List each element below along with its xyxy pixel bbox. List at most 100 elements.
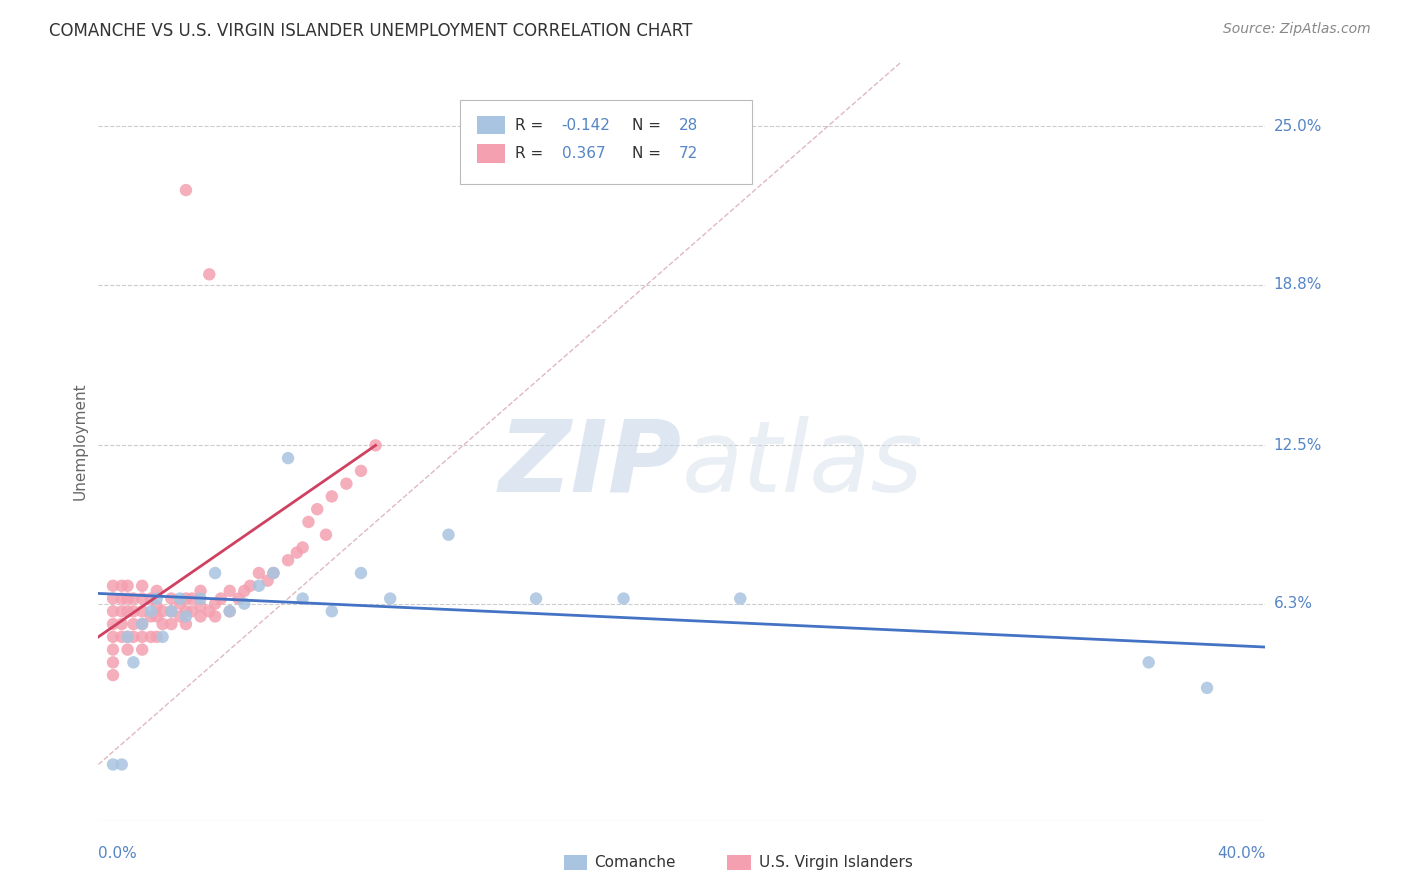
Point — [111, 630, 134, 644]
FancyBboxPatch shape — [727, 855, 751, 870]
Point — [117, 630, 139, 644]
Text: 0.367: 0.367 — [562, 146, 606, 161]
Point — [131, 617, 153, 632]
Text: 40.0%: 40.0% — [1218, 847, 1265, 861]
Text: U.S. Virgin Islanders: U.S. Virgin Islanders — [759, 855, 912, 870]
Point — [169, 591, 191, 606]
Point — [380, 591, 402, 606]
Point — [131, 579, 153, 593]
Point — [131, 630, 153, 644]
Point — [174, 604, 197, 618]
FancyBboxPatch shape — [564, 855, 588, 870]
Point — [180, 604, 202, 618]
Point — [190, 591, 212, 606]
Point — [122, 604, 145, 618]
Point — [101, 642, 124, 657]
Text: Comanche: Comanche — [595, 855, 676, 870]
FancyBboxPatch shape — [460, 101, 752, 184]
Point — [1137, 656, 1160, 670]
Text: N =: N = — [631, 146, 665, 161]
Point — [160, 604, 183, 618]
Text: COMANCHE VS U.S. VIRGIN ISLANDER UNEMPLOYMENT CORRELATION CHART: COMANCHE VS U.S. VIRGIN ISLANDER UNEMPLO… — [49, 22, 693, 40]
Point — [122, 617, 145, 632]
Point — [190, 599, 212, 614]
Point — [160, 604, 183, 618]
Point — [131, 642, 153, 657]
Point — [228, 591, 250, 606]
Point — [291, 591, 314, 606]
Point — [174, 591, 197, 606]
Point — [204, 597, 226, 611]
Point — [117, 642, 139, 657]
Point — [160, 591, 183, 606]
Point — [239, 579, 262, 593]
Point — [297, 515, 319, 529]
Point — [139, 609, 162, 624]
Point — [233, 597, 256, 611]
Point — [315, 527, 337, 541]
Text: Source: ZipAtlas.com: Source: ZipAtlas.com — [1223, 22, 1371, 37]
Text: 25.0%: 25.0% — [1274, 119, 1322, 134]
Point — [174, 609, 197, 624]
Point — [364, 438, 387, 452]
Point — [218, 583, 240, 598]
Point — [146, 609, 169, 624]
Point — [111, 617, 134, 632]
Point — [152, 630, 174, 644]
Point — [335, 476, 357, 491]
Point — [198, 604, 221, 618]
Text: atlas: atlas — [682, 416, 924, 513]
Text: 0.0%: 0.0% — [98, 847, 138, 861]
Text: 72: 72 — [679, 146, 697, 161]
Point — [218, 604, 240, 618]
Text: ZIP: ZIP — [499, 416, 682, 513]
Point — [146, 630, 169, 644]
Point — [152, 604, 174, 618]
Point — [146, 599, 169, 614]
Point — [1195, 681, 1218, 695]
Point — [117, 604, 139, 618]
Point — [101, 668, 124, 682]
Point — [122, 630, 145, 644]
Point — [209, 591, 232, 606]
Point — [139, 630, 162, 644]
Point — [111, 757, 134, 772]
FancyBboxPatch shape — [477, 145, 505, 162]
Point — [277, 451, 299, 466]
Point — [101, 579, 124, 593]
Point — [101, 617, 124, 632]
Point — [117, 591, 139, 606]
Point — [612, 591, 634, 606]
Point — [190, 583, 212, 598]
Text: -0.142: -0.142 — [562, 118, 610, 133]
Point — [146, 583, 169, 598]
Point — [256, 574, 278, 588]
Point — [160, 617, 183, 632]
Text: 12.5%: 12.5% — [1274, 438, 1322, 453]
Point — [117, 579, 139, 593]
Y-axis label: Unemployment: Unemployment — [72, 383, 87, 500]
Point — [101, 604, 124, 618]
Point — [122, 591, 145, 606]
Point — [101, 656, 124, 670]
Point — [146, 591, 169, 606]
Point — [152, 617, 174, 632]
Point — [101, 591, 124, 606]
Point — [111, 591, 134, 606]
Point — [730, 591, 752, 606]
Point — [204, 566, 226, 580]
Text: 28: 28 — [679, 118, 697, 133]
Point — [350, 566, 373, 580]
Point — [131, 617, 153, 632]
Point — [437, 527, 460, 541]
Point — [262, 566, 284, 580]
Point — [291, 541, 314, 555]
Point — [198, 268, 221, 282]
Point — [190, 609, 212, 624]
Point — [101, 757, 124, 772]
Text: N =: N = — [631, 118, 665, 133]
Text: 6.3%: 6.3% — [1274, 596, 1313, 611]
Point — [524, 591, 547, 606]
FancyBboxPatch shape — [477, 116, 505, 135]
Point — [277, 553, 299, 567]
